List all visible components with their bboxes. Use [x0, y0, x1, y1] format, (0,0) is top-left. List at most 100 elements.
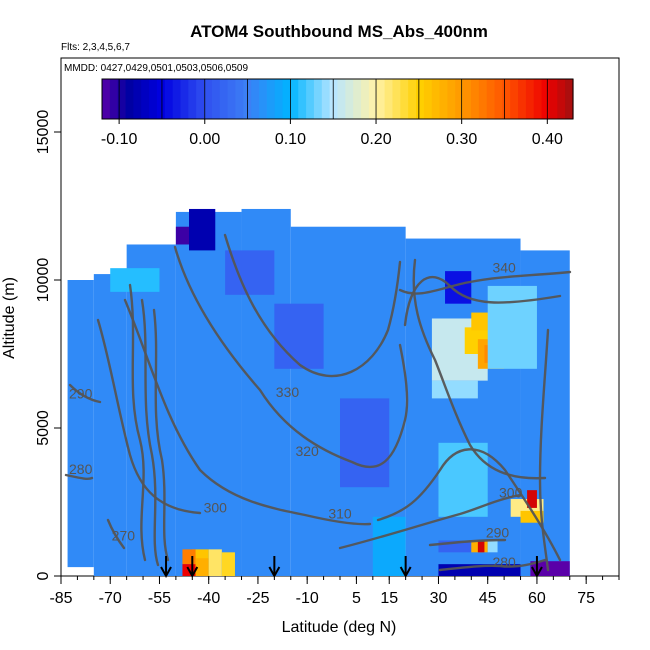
- dates-label: MMDD: 0427,0429,0501,0503,0506,0509: [64, 63, 248, 74]
- colorbar-tick-label: 0.00: [189, 131, 220, 148]
- colorbar-cell: [102, 79, 111, 119]
- colorbar-frame: [101, 78, 574, 120]
- flight-marker-0: [160, 556, 172, 579]
- y-tick-label: 10000: [35, 258, 52, 303]
- colorbar-cell: [447, 79, 456, 119]
- x-tick-label: 75: [577, 590, 595, 607]
- x-tick-label: -40: [197, 590, 220, 607]
- contour-300-right: [338, 493, 522, 550]
- colorbar-cell: [431, 79, 441, 119]
- heatmap-cell-17: [520, 510, 544, 523]
- contour-280-b: [438, 558, 547, 572]
- x-tick-label: 60: [528, 590, 546, 607]
- colorbar-cell: [141, 79, 150, 119]
- x-tick-label: -55: [148, 590, 171, 607]
- colorbar-tick-label: 0.10: [275, 131, 306, 148]
- colorbar-cells: [102, 79, 574, 119]
- colorbar-cell: [502, 79, 511, 119]
- colorbar-cell: [455, 79, 464, 119]
- colorbar-cell: [337, 79, 346, 119]
- x-axis: -85 -70 -55 -40 -25 -10 5 15 30 45 60 75: [49, 576, 620, 607]
- heatmap-cell-15: [487, 285, 537, 369]
- colorbar-cell: [164, 79, 174, 119]
- colorbar-cell: [329, 79, 339, 119]
- heatmap-cell-22: [487, 540, 498, 553]
- contour-wiggle-1: [128, 283, 147, 562]
- colorbar-tick-label: 0.20: [360, 131, 391, 148]
- colorbar-cell: [463, 79, 472, 119]
- heatmap-cell-6: [372, 516, 406, 576]
- colorbar-cell: [259, 79, 268, 119]
- colorbar-cell: [227, 79, 237, 119]
- colorbar-cell: [274, 79, 284, 119]
- x-tick-label: 5: [352, 590, 361, 607]
- heatmap-cell-19: [438, 540, 472, 553]
- heatmap-cell-26: [182, 549, 196, 565]
- contour-310: [123, 298, 372, 526]
- heatmap-cell-23: [438, 564, 521, 576]
- colorbar-cell: [266, 79, 276, 119]
- contour-290-b: [428, 538, 507, 547]
- colorbar-cell: [109, 79, 119, 119]
- heatmap-cell-13: [431, 380, 478, 399]
- colorbar-cell: [368, 79, 378, 119]
- colorbar-cell: [510, 79, 519, 119]
- colorbar-cell: [439, 79, 448, 119]
- colorbar-cell: [549, 79, 558, 119]
- contour-label-7: 280: [69, 461, 93, 477]
- contour-label-10: 270: [112, 527, 136, 543]
- colorbar-cell: [149, 79, 158, 119]
- heatmap-cell-1: [175, 226, 190, 245]
- colorbar-cell: [211, 79, 221, 119]
- colorbar-cell: [361, 79, 370, 119]
- colorbar-cell: [486, 79, 496, 119]
- colorbar-cell: [133, 79, 142, 119]
- colorbar-cell: [125, 79, 134, 119]
- x-tick-label: -25: [246, 590, 269, 607]
- colorbar-cell: [306, 79, 315, 119]
- contour-330-b: [412, 258, 547, 480]
- colorbar-cell: [353, 79, 362, 119]
- colorbar-cell: [525, 79, 535, 119]
- contour-label-9: 290: [486, 525, 510, 541]
- y-tick-label: 5000: [35, 410, 52, 446]
- colorbar-cell: [282, 79, 291, 119]
- colorbar-cell: [345, 79, 354, 119]
- heatmap-cell-5: [340, 398, 390, 488]
- contour-290: [68, 383, 102, 404]
- colorbar-cell: [156, 79, 166, 119]
- colorbar-cell: [298, 79, 307, 119]
- y-tick-label: 0: [35, 571, 52, 580]
- colorbar-cell: [117, 79, 127, 119]
- contour-label-6: 290: [69, 385, 93, 401]
- colorbar-cell: [180, 79, 189, 119]
- heatmap-cell-28: [195, 558, 209, 576]
- colorbar-cell: [400, 79, 409, 119]
- contour-label-1: 330: [276, 384, 300, 400]
- heatmap-cell-4: [274, 303, 324, 369]
- colorbar-cell: [494, 79, 503, 119]
- colorbar-cell: [251, 79, 260, 119]
- colorbar-cell: [188, 79, 197, 119]
- colorbar: -0.10 0.00 0.10 0.20 0.30 0.40: [101, 78, 574, 148]
- colorbar-cell: [321, 79, 331, 119]
- colorbar-cell: [290, 79, 299, 119]
- heatmap-cell-29: [208, 549, 222, 576]
- colorbar-tick-label: 0.30: [446, 131, 477, 148]
- colorbar-cell: [416, 79, 425, 119]
- contour-270: [106, 518, 126, 550]
- contour-wiggle-3: [152, 308, 170, 562]
- y-axis-label: Altitude (m): [1, 277, 18, 359]
- colorbar-cell: [541, 79, 551, 119]
- colorbar-cell: [423, 79, 433, 119]
- colorbar-cell: [376, 79, 386, 119]
- y-axis: 0 5000 10000 15000: [35, 110, 61, 580]
- colorbar-cell: [196, 79, 205, 119]
- contour-280: [64, 473, 94, 480]
- flights-label: Flts: 2,3,4,5,6,7: [61, 42, 130, 53]
- heatmap-cell-24: [530, 561, 570, 576]
- contour-310-b: [376, 448, 562, 562]
- x-tick-label: 45: [479, 590, 497, 607]
- colorbar-cell: [565, 79, 574, 119]
